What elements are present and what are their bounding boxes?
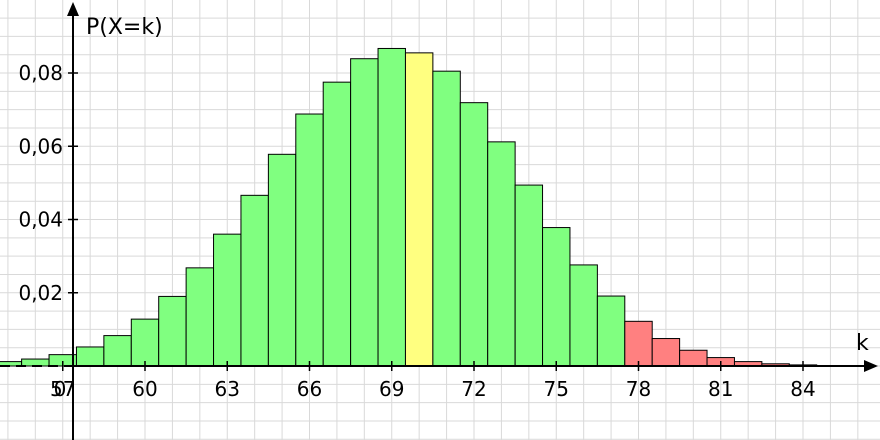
x-tick-label-75: 75 — [544, 377, 569, 401]
bar-k-75 — [542, 227, 571, 367]
bar-k-70 — [404, 52, 434, 367]
bar-k-69 — [377, 47, 406, 367]
x-tick-label-69: 69 — [379, 377, 404, 401]
y-tick-label-0,08: 0,08 — [18, 61, 63, 85]
bar-k-71 — [432, 70, 461, 367]
bar-k-67 — [322, 81, 352, 367]
x-axis-title: k — [856, 331, 869, 356]
bar-k-58 — [75, 346, 105, 367]
bar-k-56 — [21, 358, 50, 367]
y-tick-label-0,06: 0,06 — [18, 134, 63, 158]
bar-k-62 — [185, 267, 215, 367]
bar-k-63 — [213, 233, 242, 367]
x-tick-label-78: 78 — [626, 377, 651, 401]
y-tick-label-0,04: 0,04 — [18, 208, 63, 232]
bar-k-74 — [514, 184, 544, 367]
x-tick-label-63: 63 — [215, 377, 240, 401]
x-tick-label-60: 60 — [132, 377, 157, 401]
x-tick-label-81: 81 — [708, 377, 733, 401]
bar-k-72 — [459, 102, 489, 367]
bars — [0, 47, 845, 367]
bar-k-76 — [569, 264, 598, 367]
origin-label: 0 — [54, 377, 67, 401]
bar-k-59 — [103, 335, 132, 367]
x-tick-label-57: 57 — [50, 377, 75, 401]
bar-k-61 — [158, 295, 187, 367]
y-tick-label-0,02: 0,02 — [18, 281, 63, 305]
x-tick-label-72: 72 — [461, 377, 486, 401]
bar-k-68 — [350, 58, 379, 367]
y-axis-title: P(X=k) — [86, 15, 163, 40]
tick-labels: 57 60 63 66 69 72 75 78 81 84 0,02 0,04 0,06 0,08 — [18, 61, 815, 401]
x-tick-label-84: 84 — [790, 377, 815, 401]
bar-k-65 — [267, 153, 297, 367]
bar-k-80 — [679, 349, 708, 367]
tick-marks — [62, 72, 804, 371]
x-tick-label-66: 66 — [297, 377, 322, 401]
bar-k-79 — [651, 338, 681, 367]
bar-k-60 — [130, 318, 160, 367]
bar-k-64 — [240, 194, 269, 367]
bar-k-66 — [295, 113, 324, 367]
bar-k-78 — [624, 320, 653, 367]
x-axis-arrow — [864, 360, 878, 372]
y-axis-arrow — [67, 2, 79, 16]
bar-k-73 — [487, 141, 516, 367]
bar-k-77 — [596, 295, 626, 367]
